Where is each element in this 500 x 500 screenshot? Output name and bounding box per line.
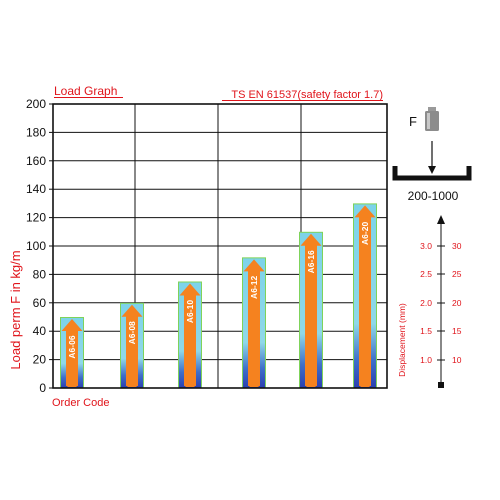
force-arrow-head — [428, 166, 436, 174]
displacement-title: Displacement (mm) — [397, 303, 407, 377]
bar-arrow-head — [121, 304, 143, 317]
bar-label: A6-12 — [249, 276, 259, 299]
displacement-tick-right: 20 — [452, 298, 462, 308]
bar-a6-10: A6-10 — [178, 281, 202, 388]
standard-title: TS EN 61537(safety factor 1.7) — [231, 89, 383, 101]
y-tick-label: 180 — [26, 125, 46, 139]
y-tick-label: 40 — [33, 324, 47, 338]
load-graph-title: Load Graph — [54, 84, 117, 98]
bar-label: A6-20 — [360, 222, 370, 245]
y-tick-label: 0 — [39, 381, 46, 395]
displacement-tick-right: 25 — [452, 269, 462, 279]
displacement-tick-left: 2.5 — [420, 269, 432, 279]
bar-label: A6-10 — [185, 300, 195, 323]
bar-arrow-shaft — [66, 330, 78, 386]
tray-icon — [392, 166, 472, 181]
displacement-tick-right: 10 — [452, 355, 462, 365]
bar-arrow-shaft — [305, 244, 317, 386]
displacement-ticks: 3.0 30 2.5 25 2.0 20 1.5 15 1.0 10 — [420, 241, 462, 365]
bar-a6-08: A6-08 — [120, 302, 144, 388]
bar-arrow-tail — [67, 381, 77, 387]
bar-series: A6-06 A6-08 A6-10 A6-12 A6-16 A6-20 — [60, 203, 377, 388]
displacement-tick-left: 3.0 — [420, 241, 432, 251]
displacement-tick-right: 30 — [452, 241, 462, 251]
bar-arrow-tail — [360, 381, 370, 387]
bar-label: A6-08 — [127, 321, 137, 344]
y-tick-label: 100 — [26, 239, 46, 253]
bar-arrow-head — [61, 319, 83, 331]
bar-a6-12: A6-12 — [242, 257, 266, 388]
y-tick-label: 60 — [33, 296, 47, 310]
bar-arrow-shaft — [248, 270, 260, 386]
bar-arrow-tail — [185, 381, 195, 387]
bar-arrow-shaft — [184, 294, 196, 386]
bar-arrow-head — [300, 233, 322, 246]
y-tick-label: 120 — [26, 211, 46, 225]
bar-arrow-shaft — [359, 216, 371, 386]
y-tick-label: 20 — [33, 353, 47, 367]
bar-a6-20: A6-20 — [353, 203, 377, 388]
y-axis-ticks: 0 20 40 60 80 100 120 140 160 180 200 — [26, 97, 53, 395]
displacement-origin-marker — [438, 382, 444, 388]
displacement-tick-right: 15 — [452, 326, 462, 336]
bar-arrow-head — [179, 283, 201, 296]
bar-label: A6-16 — [306, 250, 316, 273]
displacement-tick-left: 1.5 — [420, 326, 432, 336]
bar-arrow-tail — [249, 381, 259, 387]
y-tick-label: 140 — [26, 182, 46, 196]
bar-a6-06: A6-06 — [60, 317, 84, 388]
y-tick-label: 80 — [33, 267, 47, 281]
grid-lines — [53, 104, 387, 388]
bar-label: A6-06 — [67, 335, 77, 358]
displacement-tick-left: 2.0 — [420, 298, 432, 308]
displacement-tick-left: 1.0 — [420, 355, 432, 365]
bar-a6-16: A6-16 — [299, 231, 323, 388]
y-axis-title: Load perm F in kg/m — [8, 250, 23, 369]
y-tick-label: 160 — [26, 154, 46, 168]
force-label: F — [409, 114, 417, 129]
bar-arrow-head — [243, 259, 265, 272]
span-label: 200-1000 — [408, 189, 459, 203]
bar-arrow-tail — [306, 381, 316, 387]
x-axis-title: Order Code — [52, 397, 109, 409]
displacement-arrow-head — [437, 215, 445, 224]
bar-arrow-shaft — [126, 315, 138, 386]
weight-icon — [425, 107, 439, 131]
bar-arrow-tail — [127, 381, 137, 387]
bar-arrow-head — [354, 205, 376, 218]
y-tick-label: 200 — [26, 97, 46, 111]
